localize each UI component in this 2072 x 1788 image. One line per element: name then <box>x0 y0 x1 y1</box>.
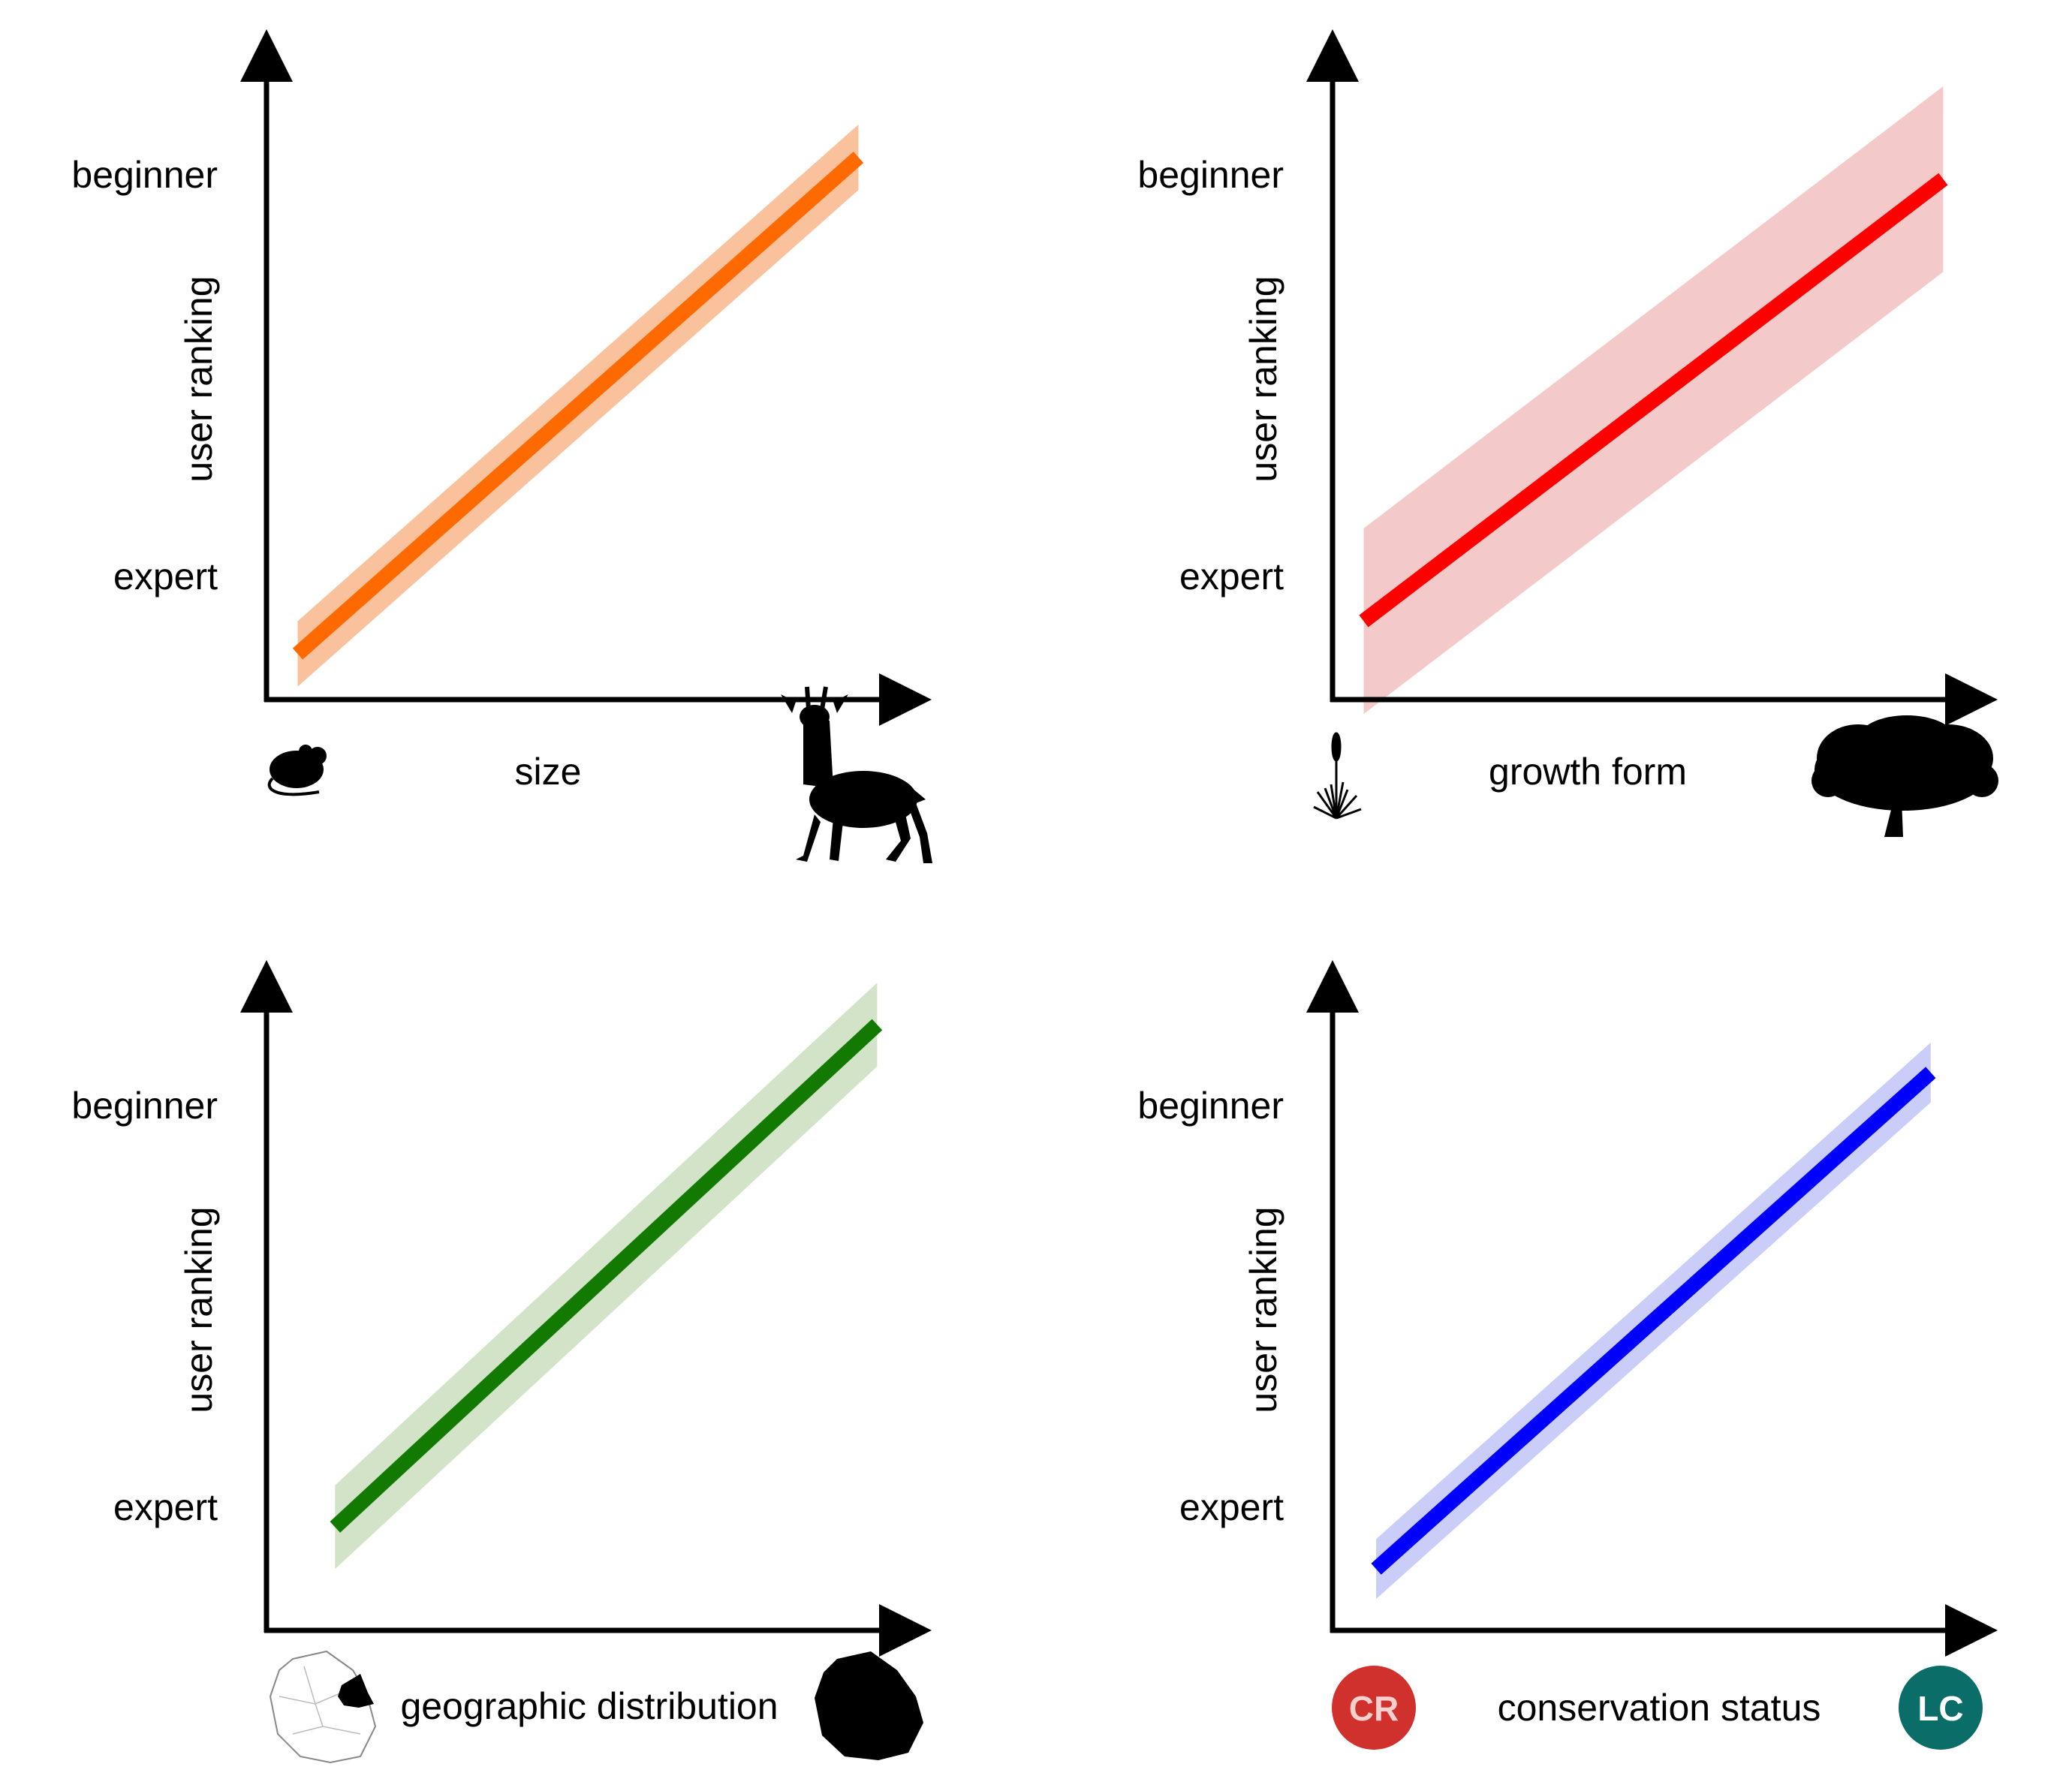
y-axis-label: user ranking <box>178 275 220 482</box>
y-axis-label: user ranking <box>178 1206 220 1413</box>
plot-area <box>292 124 864 687</box>
y-tick-beginner: beginner <box>71 154 218 196</box>
panel-size: beginner expert user ranking size <box>71 29 932 863</box>
small-range-map-icon <box>269 1650 377 1764</box>
y-tick-expert: expert <box>1179 555 1284 598</box>
cr-badge-label: CR <box>1349 1689 1399 1728</box>
plot-area <box>330 983 883 1570</box>
plot-area <box>1371 1042 1936 1600</box>
panel-geographic-distribution: beginner expert user ranking geographic … <box>71 960 932 1764</box>
lc-badge: LC <box>1899 1666 1983 1750</box>
x-axis-label: conservation status <box>1498 1687 1821 1729</box>
regression-line <box>292 152 864 660</box>
mouse-icon <box>267 745 327 796</box>
x-axis-label: geographic distribution <box>400 1685 778 1727</box>
y-axis-label: user ranking <box>1242 275 1284 482</box>
tree-icon <box>1811 715 1998 837</box>
x-axis-label: growth form <box>1489 751 1687 793</box>
large-range-map-icon <box>815 1651 923 1760</box>
x-axis-label: size <box>515 751 582 793</box>
panel-conservation-status: beginner expert user ranking conservatio… <box>1137 960 1998 1750</box>
panel-growth-form: beginner expert user ranking growth form <box>1137 29 1998 837</box>
grass-icon <box>1313 732 1362 820</box>
antelope-icon <box>781 686 932 863</box>
y-tick-expert: expert <box>113 555 218 598</box>
y-axis-label: user ranking <box>1242 1206 1284 1413</box>
y-tick-expert: expert <box>113 1486 218 1528</box>
y-tick-beginner: beginner <box>1137 154 1284 196</box>
lc-badge-label: LC <box>1917 1689 1963 1728</box>
y-tick-beginner: beginner <box>1137 1085 1284 1127</box>
regression-line <box>1371 1067 1936 1575</box>
y-tick-expert: expert <box>1179 1486 1284 1528</box>
y-tick-beginner: beginner <box>71 1085 218 1127</box>
regression-line <box>1359 173 1948 628</box>
regression-line <box>330 1019 883 1533</box>
cr-badge: CR <box>1332 1666 1416 1750</box>
plot-area <box>1359 86 1948 715</box>
